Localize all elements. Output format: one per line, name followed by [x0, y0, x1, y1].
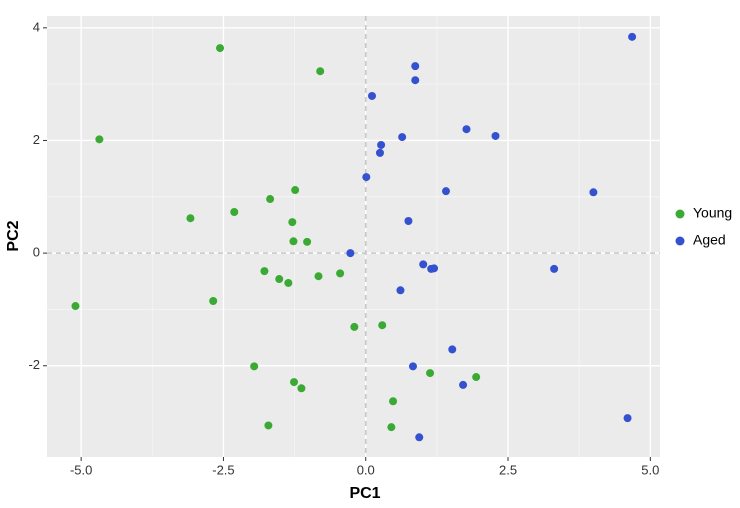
- point: [95, 135, 104, 144]
- point: [275, 275, 284, 284]
- point: [209, 296, 218, 305]
- point: [367, 91, 376, 100]
- x-tick-label: -2.5: [212, 462, 234, 477]
- point: [427, 264, 436, 273]
- point: [289, 237, 298, 246]
- point: [411, 76, 420, 85]
- point: [459, 380, 468, 389]
- point: [426, 369, 435, 378]
- point: [628, 32, 637, 41]
- point: [448, 345, 457, 354]
- point: [378, 321, 387, 330]
- point: [297, 384, 306, 393]
- point: [415, 433, 424, 442]
- point: [362, 173, 371, 182]
- x-tick-label: 0.0: [357, 462, 375, 477]
- point: [336, 269, 345, 278]
- point: [589, 188, 598, 197]
- x-axis-title: PC1: [349, 485, 380, 502]
- point: [186, 214, 195, 223]
- legend-label: Aged: [693, 232, 726, 248]
- point: [266, 195, 275, 204]
- point: [346, 249, 355, 258]
- point: [404, 217, 413, 226]
- legend-key: [675, 209, 685, 219]
- point: [411, 62, 420, 71]
- y-tick-label: 2: [33, 132, 40, 147]
- point: [377, 140, 386, 149]
- panel: [47, 16, 660, 457]
- legend-label: Young: [693, 205, 732, 221]
- point: [284, 278, 293, 287]
- point: [303, 237, 312, 246]
- point: [230, 208, 239, 216]
- point: [441, 187, 450, 196]
- point: [396, 286, 405, 295]
- y-axis-title: PC2: [5, 220, 22, 251]
- point: [462, 125, 471, 134]
- point: [389, 397, 398, 406]
- point: [408, 362, 417, 371]
- point: [216, 44, 225, 53]
- x-tick-label: -5.0: [70, 462, 92, 477]
- point: [316, 67, 325, 76]
- point: [288, 218, 297, 227]
- point: [291, 186, 300, 195]
- y-tick-label: 0: [33, 245, 40, 260]
- point: [250, 362, 259, 371]
- point: [419, 260, 428, 269]
- point: [71, 302, 80, 311]
- point: [260, 267, 269, 276]
- point: [387, 423, 396, 432]
- point: [264, 421, 273, 430]
- point: [314, 272, 323, 281]
- point: [350, 322, 359, 331]
- point: [472, 373, 481, 382]
- y-tick-label: -2: [28, 357, 40, 372]
- point: [375, 148, 384, 157]
- legend-key: [675, 236, 685, 246]
- point: [491, 131, 500, 140]
- y-tick-label: 4: [33, 19, 40, 34]
- point: [623, 414, 632, 423]
- x-tick-label: 5.0: [641, 462, 659, 477]
- point: [550, 264, 559, 273]
- x-tick-label: 2.5: [499, 462, 517, 477]
- point: [290, 378, 299, 387]
- point: [398, 133, 407, 142]
